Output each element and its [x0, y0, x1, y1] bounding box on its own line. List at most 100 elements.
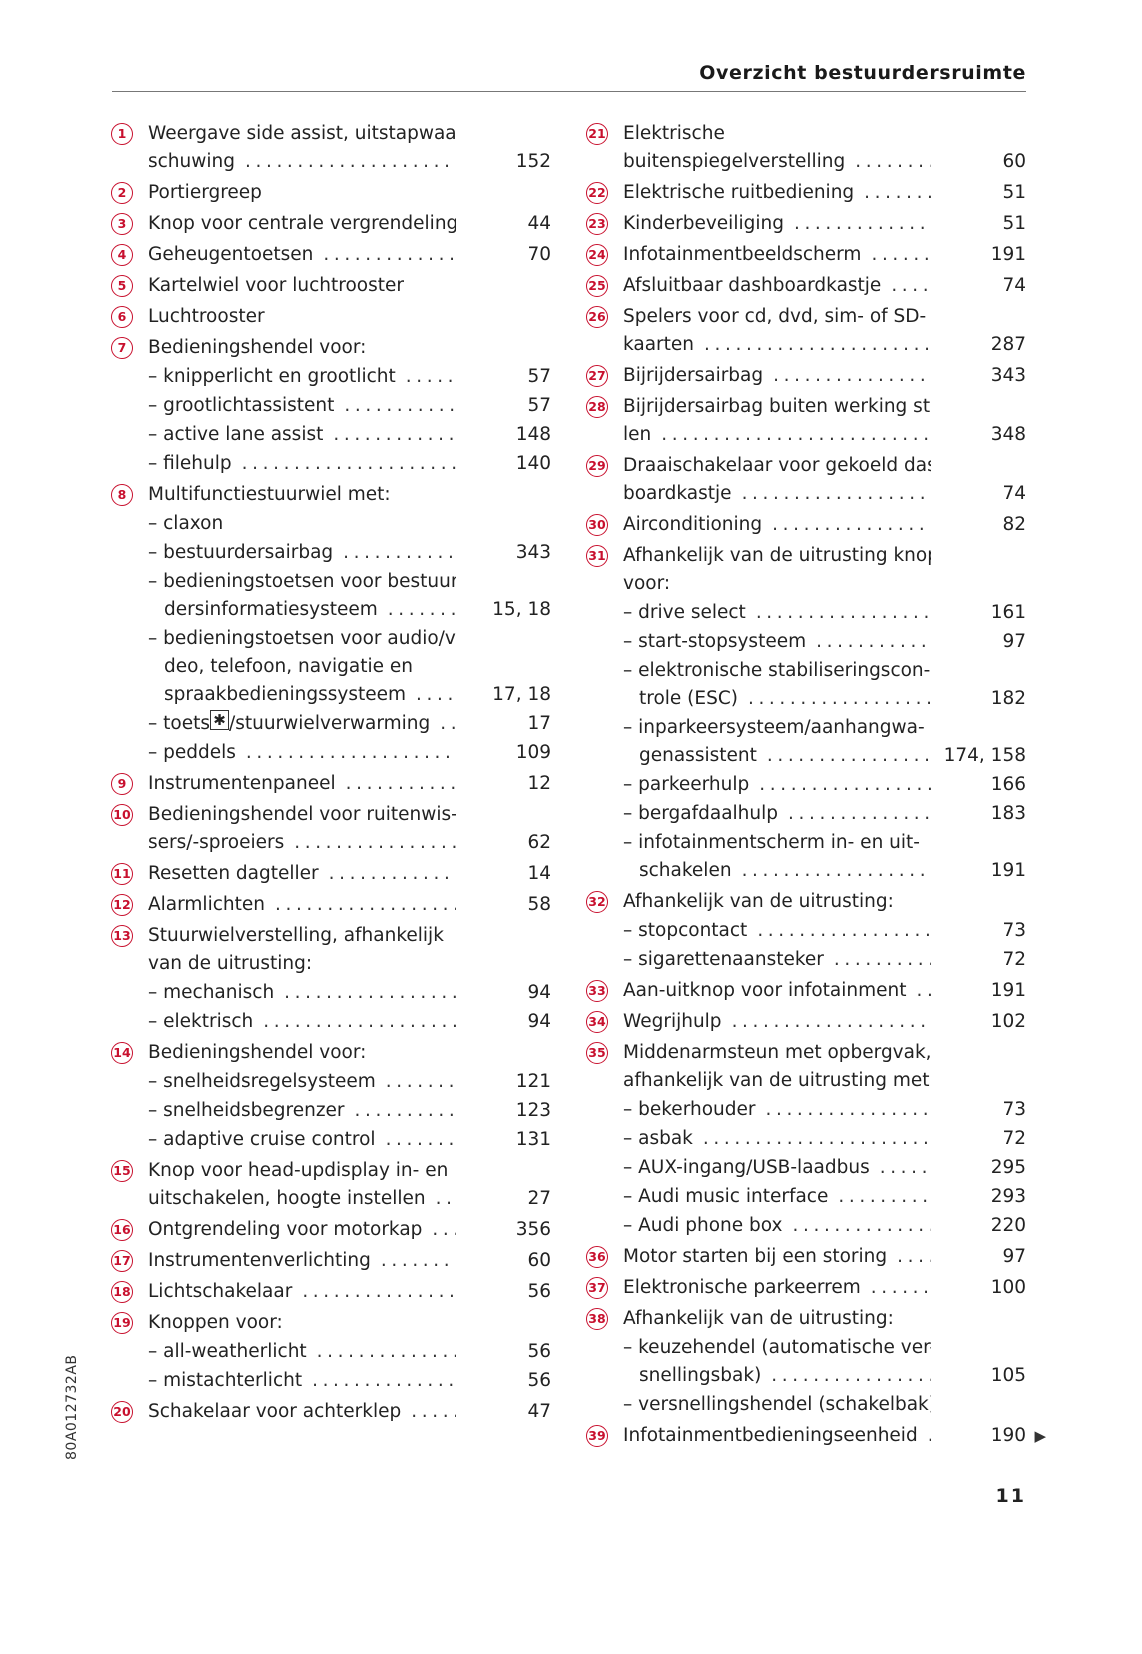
legend-label: Bedieningshendel voor ruitenwis-: [148, 804, 456, 825]
dot-leader: ........................................…: [241, 453, 456, 474]
legend-text: – snelheidsregelsysteem.................…: [148, 1068, 456, 1096]
legend-label: Elektronische parkeerrem: [623, 1277, 861, 1298]
page-reference: 140: [515, 453, 551, 474]
dot-leader: ........................................…: [755, 602, 931, 623]
page-reference: 148: [515, 424, 551, 445]
legend-label: Afhankelijk van de uitrusting:: [623, 1308, 894, 1329]
legend-text: Elektrische ruitbediening...............…: [623, 179, 931, 207]
dot-leader: ........................................…: [323, 244, 456, 265]
dot-leader: ........................................…: [838, 1186, 931, 1207]
page-reference: 27: [527, 1188, 551, 1209]
legend-label: sers/-sproeiers: [148, 832, 285, 853]
legend-text: – mechanisch............................…: [148, 979, 456, 1007]
legend-item: 16 Ontgrendeling voor motorkap...........…: [111, 1216, 551, 1244]
dot-leader: ........................................…: [870, 1277, 931, 1298]
legend-label: Resetten dagteller: [148, 863, 319, 884]
legend-subitem: – mechanisch............................…: [111, 979, 551, 1007]
legend-line: 18 Lichtschakelaar.......................…: [111, 1278, 551, 1306]
legend-text: – toets ✱/stuurwielverwarming...........…: [148, 710, 456, 738]
legend-label: Lichtschakelaar: [148, 1281, 293, 1302]
page-reference: 293: [990, 1186, 1026, 1207]
legend-text: – bergafdaalhulp........................…: [623, 800, 931, 828]
page-reference: 62: [527, 832, 551, 853]
page-reference: 14: [527, 863, 551, 884]
legend-text: – start-stopsysteem.....................…: [623, 628, 931, 656]
legend-item: 31 Afhankelijk van de uitrusting knop voor…: [586, 542, 1026, 598]
legend-subitem: – all-weatherlicht......................…: [111, 1338, 551, 1366]
legend-subitem: – versnellingshendel (schakelbak): [586, 1391, 1026, 1419]
legend-text: len.....................................…: [623, 421, 931, 449]
legend-subitem: – peddels...............................…: [111, 739, 551, 767]
legend-label: Knop voor centrale vergrendeling: [148, 213, 456, 234]
legend-label: – bedieningstoetsen voor audio/vi-: [148, 628, 456, 649]
legend-line: 34 Wegrijhulp............................…: [586, 1008, 1026, 1036]
legend-line: voor:: [586, 570, 1026, 598]
legend-line: 6 Luchtrooster: [111, 303, 551, 331]
legend-text: – bedieningstoetsen voor bestuur-: [148, 568, 456, 596]
legend-line: 3 Knop voor centrale vergrendeling 44: [111, 210, 551, 238]
legend-label: kaarten: [623, 334, 695, 355]
legend-text: – infotainmentscherm in- en uit-: [623, 829, 931, 857]
legend-line: 27 Bijrijdersairbag......................…: [586, 362, 1026, 390]
legend-line: afhankelijk van de uitrusting met:: [586, 1067, 1026, 1095]
legend-label: – parkeerhulp: [623, 774, 750, 795]
legend-text: schakelen...............................…: [639, 857, 931, 885]
item-number-badge: 14: [111, 1042, 133, 1064]
legend-label: – snelheidsregelsysteem: [148, 1071, 376, 1092]
page-reference: 295: [990, 1157, 1026, 1178]
legend-line: 8 Multifunctiestuurwiel met:: [111, 481, 551, 509]
legend-label: schakelen: [639, 860, 732, 881]
legend-label: Spelers voor cd, dvd, sim- of SD-: [623, 306, 927, 327]
page-reference: 51: [1002, 182, 1026, 203]
dot-leader: ........................................…: [759, 774, 931, 795]
legend-item: 11 Resetten dagteller....................…: [111, 860, 551, 888]
legend-line: – filehulp..............................…: [111, 450, 551, 478]
item-number-badge: 3: [111, 213, 133, 235]
dot-leader: ........................................…: [702, 1128, 931, 1149]
page-reference: 60: [1002, 151, 1026, 172]
legend-label: Geheugentoetsen: [148, 244, 314, 265]
item-number-badge: 34: [586, 1011, 608, 1033]
legend-text: – drive select..........................…: [623, 599, 931, 627]
legend-label: Infotainmentbeeldscherm: [623, 244, 862, 265]
item-number-badge: 5: [111, 275, 133, 297]
legend-line: – Audi music interface..................…: [586, 1183, 1026, 1211]
dot-leader: ........................................…: [345, 773, 456, 794]
legend-label: – peddels: [148, 742, 236, 763]
legend-subitem: – active lane assist....................…: [111, 421, 551, 449]
legend-text: snellingsbak)...........................…: [639, 1362, 931, 1390]
page-reference: 12: [527, 773, 551, 794]
legend-line: 36 Motor starten bij een storing.........…: [586, 1243, 1026, 1271]
legend-label: – Audi phone box: [623, 1215, 783, 1236]
dot-leader: ........................................…: [788, 803, 931, 824]
item-number-badge: 18: [111, 1281, 133, 1303]
legend-label: – bestuurdersairbag: [148, 542, 334, 563]
legend-item: 14 Bedieningshendel voor:: [111, 1039, 551, 1067]
legend-text: – versnellingshendel (schakelbak): [623, 1391, 931, 1419]
page-reference: 109: [515, 742, 551, 763]
legend-column-right: 21 Elektrische buitenspiegelverstelling...…: [586, 117, 1046, 1450]
legend-text: Middenarmsteun met opbergvak,: [623, 1039, 931, 1067]
legend-line: schuwing................................…: [111, 148, 551, 176]
legend-item: 15 Knop voor head-updisplay in- en uitscha…: [111, 1157, 551, 1213]
dot-leader: ........................................…: [344, 395, 456, 416]
page-reference: 73: [1002, 920, 1026, 941]
legend-text: Afsluitbaar dashboardkastje.............…: [623, 272, 931, 300]
legend-label: – all-weatherlicht: [148, 1341, 307, 1362]
legend-line: – drive select..........................…: [586, 599, 1026, 627]
legend-label: trole (ESC): [639, 688, 738, 709]
dot-leader: ........................................…: [816, 631, 931, 652]
item-number-badge: 26: [586, 306, 608, 328]
legend-item: 6 Luchtrooster: [111, 303, 551, 331]
legend-line: 22 Elektrische ruitbediening.............…: [586, 179, 1026, 207]
legend-line: – active lane assist....................…: [111, 421, 551, 449]
page-reference: 191: [990, 980, 1026, 1001]
legend-text: – elektronische stabiliseringscon-: [623, 657, 931, 685]
legend-line: 12 Alarmlichten..........................…: [111, 891, 551, 919]
page-reference: 97: [1002, 1246, 1026, 1267]
dot-leader: ........................................…: [757, 920, 931, 941]
page-reference: 191: [990, 244, 1026, 265]
legend-line: – inparkeersysteem/aanhangwa-: [586, 714, 1026, 742]
page-reference: 74: [1002, 275, 1026, 296]
legend-text: buitenspiegelverstelling................…: [623, 148, 931, 176]
